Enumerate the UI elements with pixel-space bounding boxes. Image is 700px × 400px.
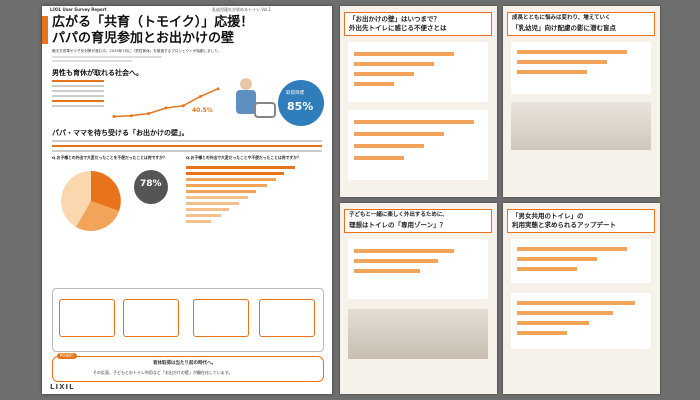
brand-label: LIXIL User Survey Report bbox=[50, 7, 107, 12]
title-line1: 広がる「共育（トモイク）」応援！ bbox=[52, 15, 254, 30]
page4-bars bbox=[511, 293, 651, 349]
page4-title-2: 利用実態と求められるアップデート bbox=[512, 221, 616, 229]
page3-chart bbox=[348, 239, 488, 299]
lead-line bbox=[52, 60, 132, 62]
trend-point bbox=[181, 104, 185, 108]
page2-title-1: 成長とともに悩みは変わり、増えていく bbox=[512, 15, 611, 21]
trend-point bbox=[147, 112, 151, 116]
page4-title-1: 「男女共用のトイレ」の bbox=[512, 212, 584, 220]
page4-chart bbox=[511, 239, 651, 283]
page1-bars bbox=[348, 110, 488, 180]
point-box: POINT! 育休取得は当たり前の時代へ。 その反面、子どもとのトイレ利用など「… bbox=[52, 353, 324, 382]
page1-title-1: 「お出かけの壁」はいつまで？ bbox=[349, 15, 440, 23]
section2-body bbox=[52, 140, 322, 155]
page-thumb-1: 「お出かけの壁」はいつまで？ 外出先トイレに感じる不便さとは bbox=[340, 6, 497, 197]
pie-chart bbox=[61, 171, 121, 231]
cover-page: LIXIL User Survey Report 乳幼児連れが求めるトイレ Vo… bbox=[42, 6, 332, 394]
page1-chart bbox=[348, 42, 488, 102]
page1-title-2: 外出先トイレに感じる不便さとは bbox=[349, 24, 447, 32]
page3-title-1: 子どもと一緒に楽しく外出するために、 bbox=[349, 212, 448, 218]
page-thumb-2: 成長とともに悩みは変わり、増えていく 「乳幼児」向け配慮の影に潜む盲点 bbox=[503, 6, 660, 197]
title-line2: パパの育児参加とお出かけの壁 bbox=[52, 31, 235, 46]
section-heading-1: 男性も育休が取れる社会へ。 bbox=[52, 69, 143, 77]
badge-value: 85% bbox=[287, 100, 314, 113]
page1-title-box: 「お出かけの壁」はいつまで？ 外出先トイレに感じる不便さとは bbox=[344, 12, 492, 36]
page2-photo bbox=[511, 102, 651, 150]
father-illustration bbox=[232, 76, 278, 122]
section1-body bbox=[52, 80, 104, 116]
page-thumb-3: 子どもと一緒に楽しく外出するために、 理想はトイレの「専用ゾーン」？ bbox=[340, 203, 497, 394]
point-label: POINT! bbox=[57, 353, 77, 359]
stat-percent: 40.5% bbox=[192, 107, 213, 114]
page2-title-box: 成長とともに悩みは変わり、増えていく 「乳幼児」向け配慮の影に潜む盲点 bbox=[507, 12, 655, 36]
page2-title-2: 「乳幼児」向け配慮の影に潜む盲点 bbox=[512, 24, 616, 32]
point-text-2: その反面、子どもとのトイレ利用など「お出かけの壁」が顕在化しています。 bbox=[93, 370, 233, 375]
masthead: 乳幼児連れが求めるトイレ Vol.1 bbox=[212, 7, 272, 12]
page-thumb-4: 「男女共用のトイレ」の 利用実態と求められるアップデート bbox=[503, 203, 660, 394]
page2-chart bbox=[511, 42, 651, 94]
lead-line bbox=[52, 56, 162, 58]
parent-comments bbox=[52, 288, 324, 352]
header-bar: LIXIL User Survey Report 乳幼児連れが求めるトイレ Vo… bbox=[42, 6, 332, 12]
donut-badge: 78% bbox=[134, 170, 168, 204]
section-heading-2: パパ・ママを待ち受ける「お出かけの壁」。 bbox=[52, 129, 189, 137]
title-accent bbox=[42, 16, 48, 44]
lixil-logo: LIXIL bbox=[50, 383, 75, 391]
target-badge: 取得目標 85% bbox=[278, 80, 324, 126]
page3-title-box: 子どもと一緒に楽しく外出するために、 理想はトイレの「専用ゾーン」？ bbox=[344, 209, 492, 233]
trend-point bbox=[164, 106, 168, 110]
trend-point bbox=[112, 115, 116, 119]
trend-chart bbox=[112, 87, 220, 119]
trend-point bbox=[199, 94, 203, 98]
page-thumbnails: 「お出かけの壁」はいつまで？ 外出先トイレに感じる不便さとは 成長とともに悩みは… bbox=[340, 6, 660, 394]
question-1: Q.お子様との外出で大変だったことを不便だったことは何ですか？ bbox=[52, 155, 167, 160]
question-2: Q.お子様との外出で大変だったことや不便だったことは何ですか？ bbox=[186, 155, 301, 160]
donut-value: 78% bbox=[140, 179, 162, 189]
hbar-chart bbox=[186, 166, 326, 242]
page3-photo bbox=[348, 309, 488, 359]
trend-point bbox=[129, 114, 133, 118]
lead-text: 働き方改革や少子化対策が進む中、2025年7月に「男性育休」を推進するプロジェク… bbox=[52, 49, 222, 53]
page4-title-box: 「男女共用のトイレ」の 利用実態と求められるアップデート bbox=[507, 209, 655, 233]
trend-point bbox=[216, 87, 220, 91]
badge-label: 取得目標 bbox=[286, 91, 304, 96]
point-text-1: 育休取得は当たり前の時代へ。 bbox=[153, 361, 216, 366]
page3-title-2: 理想はトイレの「専用ゾーン」？ bbox=[349, 221, 447, 229]
